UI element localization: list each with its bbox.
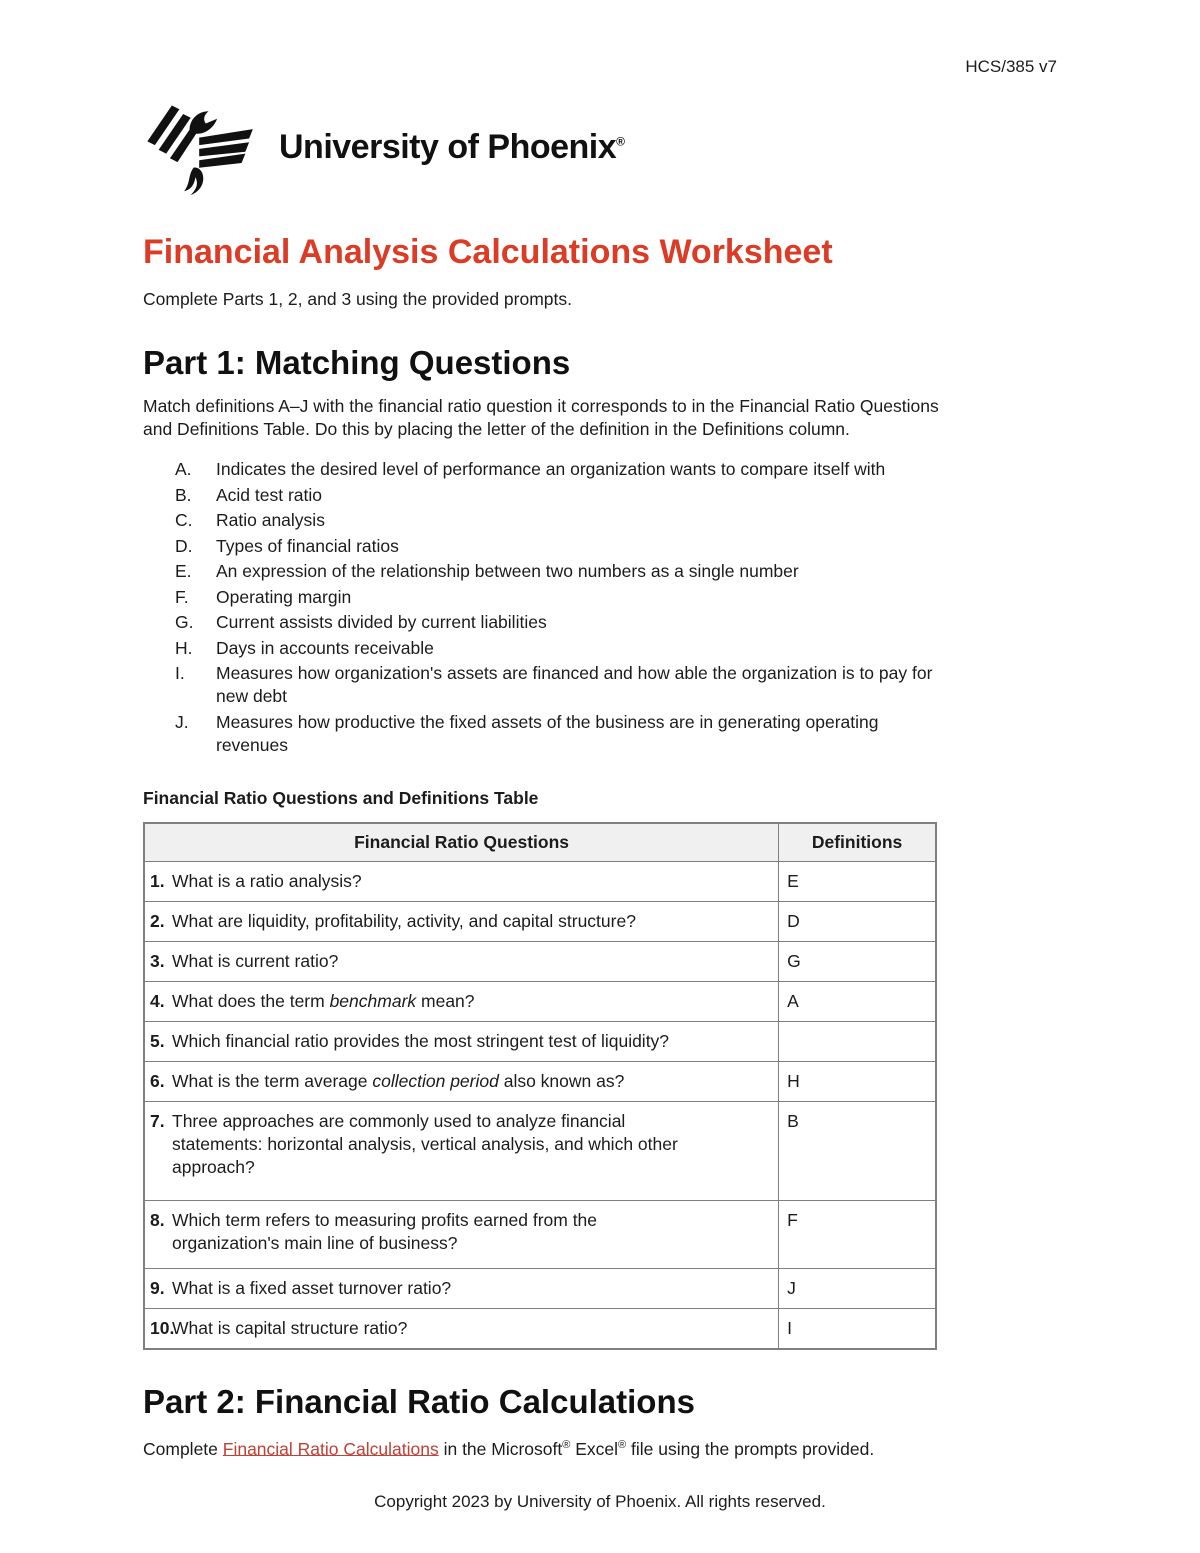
table-caption: Financial Ratio Questions and Definition… [143, 787, 539, 808]
definition-answer-cell[interactable]: F [778, 1199, 937, 1269]
definition-item-h: H. Days in accounts receivable [175, 637, 434, 658]
definition-item-f: F. Operating margin [175, 586, 352, 607]
question-number: 7. [150, 1110, 165, 1131]
question-number: 8. [150, 1209, 165, 1230]
question-text: What is the term average collection peri… [172, 1070, 625, 1091]
definition-answer-cell[interactable] [778, 1020, 937, 1062]
definition-answer-cell[interactable]: E [778, 860, 937, 902]
part2-text: Complete Financial Ratio Calculations in… [143, 1438, 875, 1459]
registered-mark: ® [562, 1438, 571, 1451]
financial-ratio-calculations-link[interactable]: Financial Ratio Calculations [222, 1438, 439, 1459]
definition-item-a: A. Indicates the desired level of perform… [175, 459, 886, 479]
registered-mark: ® [618, 1438, 627, 1451]
question-text: What is current ratio? [172, 950, 339, 971]
part1-heading: Part 1: Matching Questions [143, 344, 571, 381]
intro-text: Complete Parts 1, 2, and 3 using the pro… [143, 289, 572, 309]
table-row: 2. What are liquidity, profitability, act… [143, 900, 937, 942]
question-text: What does the term benchmark mean? [172, 990, 475, 1011]
definition-answer-cell[interactable]: B [778, 1100, 937, 1201]
definition-item-d: D. Types of financial ratios [175, 535, 399, 556]
table-row: 8. Which term refers to measuring profits… [143, 1199, 937, 1269]
uopx-logo: University of Phoenix® [143, 97, 1057, 197]
definition-item-c: C. Ratio analysis [175, 510, 325, 530]
table-row: 10. What is capital structure ratio? I [143, 1307, 937, 1349]
question-number: 9. [150, 1277, 165, 1298]
footer-copyright: Copyright 2023 by University of Phoenix.… [374, 1492, 826, 1511]
question-number: 4. [150, 990, 165, 1011]
question-text: What is a ratio analysis? [172, 870, 362, 891]
definition-item-e: E. An expression of the relationship betw… [175, 561, 799, 581]
definition-answer-cell[interactable]: I [778, 1307, 937, 1349]
definition-answer-cell[interactable]: J [778, 1267, 937, 1309]
phoenix-icon [143, 98, 261, 196]
question-text: Which financial ratio provides the most … [172, 1030, 670, 1051]
question-number: 10. [150, 1317, 175, 1338]
part1-description: Match definitions A–J with the financial… [143, 396, 939, 439]
table-row: 1. What is a ratio analysis? E [143, 860, 937, 902]
page-title: Financial Analysis Calculations Workshee… [143, 233, 833, 271]
question-text: What is a fixed asset turnover ratio? [172, 1277, 452, 1298]
question-text: Three approaches are commonly used to an… [172, 1110, 678, 1177]
definition-answer-cell[interactable]: A [778, 980, 937, 1022]
table-header-row: Financial Ratio Questions Definitions [143, 822, 937, 862]
table-row: 3. What is current ratio? G [143, 940, 937, 982]
table-row: 6. What is the term average collection pe… [143, 1060, 937, 1102]
table-row: 9. What is a fixed asset turnover ratio? … [143, 1267, 937, 1309]
ratio-table: Financial Ratio Questions Definitions 1.… [143, 821, 937, 1350]
table-row: 7. Three approaches are commonly used to … [143, 1100, 937, 1201]
logo-text: University of Phoenix® [279, 127, 625, 166]
questions-column-header: Financial Ratio Questions [143, 822, 780, 862]
definitions-column-header: Definitions [778, 822, 937, 862]
definition-answer-cell[interactable]: G [778, 940, 937, 982]
course-code: HCS/385 v7 [965, 57, 1057, 76]
question-text: What is capital structure ratio? [172, 1317, 408, 1338]
definition-item-g: G. Current assists divided by current lia… [175, 612, 547, 632]
table-row: 4. What does the term benchmark mean? A [143, 980, 937, 1022]
table-row: 5. Which financial ratio provides the mos… [143, 1020, 937, 1062]
definition-item-b: B. Acid test ratio [175, 484, 323, 505]
question-number: 1. [150, 870, 165, 891]
definition-answer-cell[interactable]: H [778, 1060, 937, 1102]
question-text: What are liquidity, profitability, activ… [172, 910, 636, 931]
question-text: Which term refers to measuring profits e… [172, 1209, 598, 1253]
question-number: 2. [150, 910, 165, 931]
registered-mark: ® [616, 134, 625, 149]
part2-heading: Part 2: Financial Ratio Calculations [143, 1382, 695, 1420]
definition-item-j: J. Measures how productive the fixed asse… [175, 711, 879, 755]
question-number: 5. [150, 1030, 165, 1051]
question-number: 3. [150, 950, 165, 971]
definition-answer-cell[interactable]: D [778, 900, 937, 942]
question-number: 6. [150, 1070, 165, 1091]
definition-item-i: I. Measures how organization's assets are… [175, 663, 933, 706]
definitions-list: A. Indicates the desired level of perform… [143, 458, 1057, 757]
